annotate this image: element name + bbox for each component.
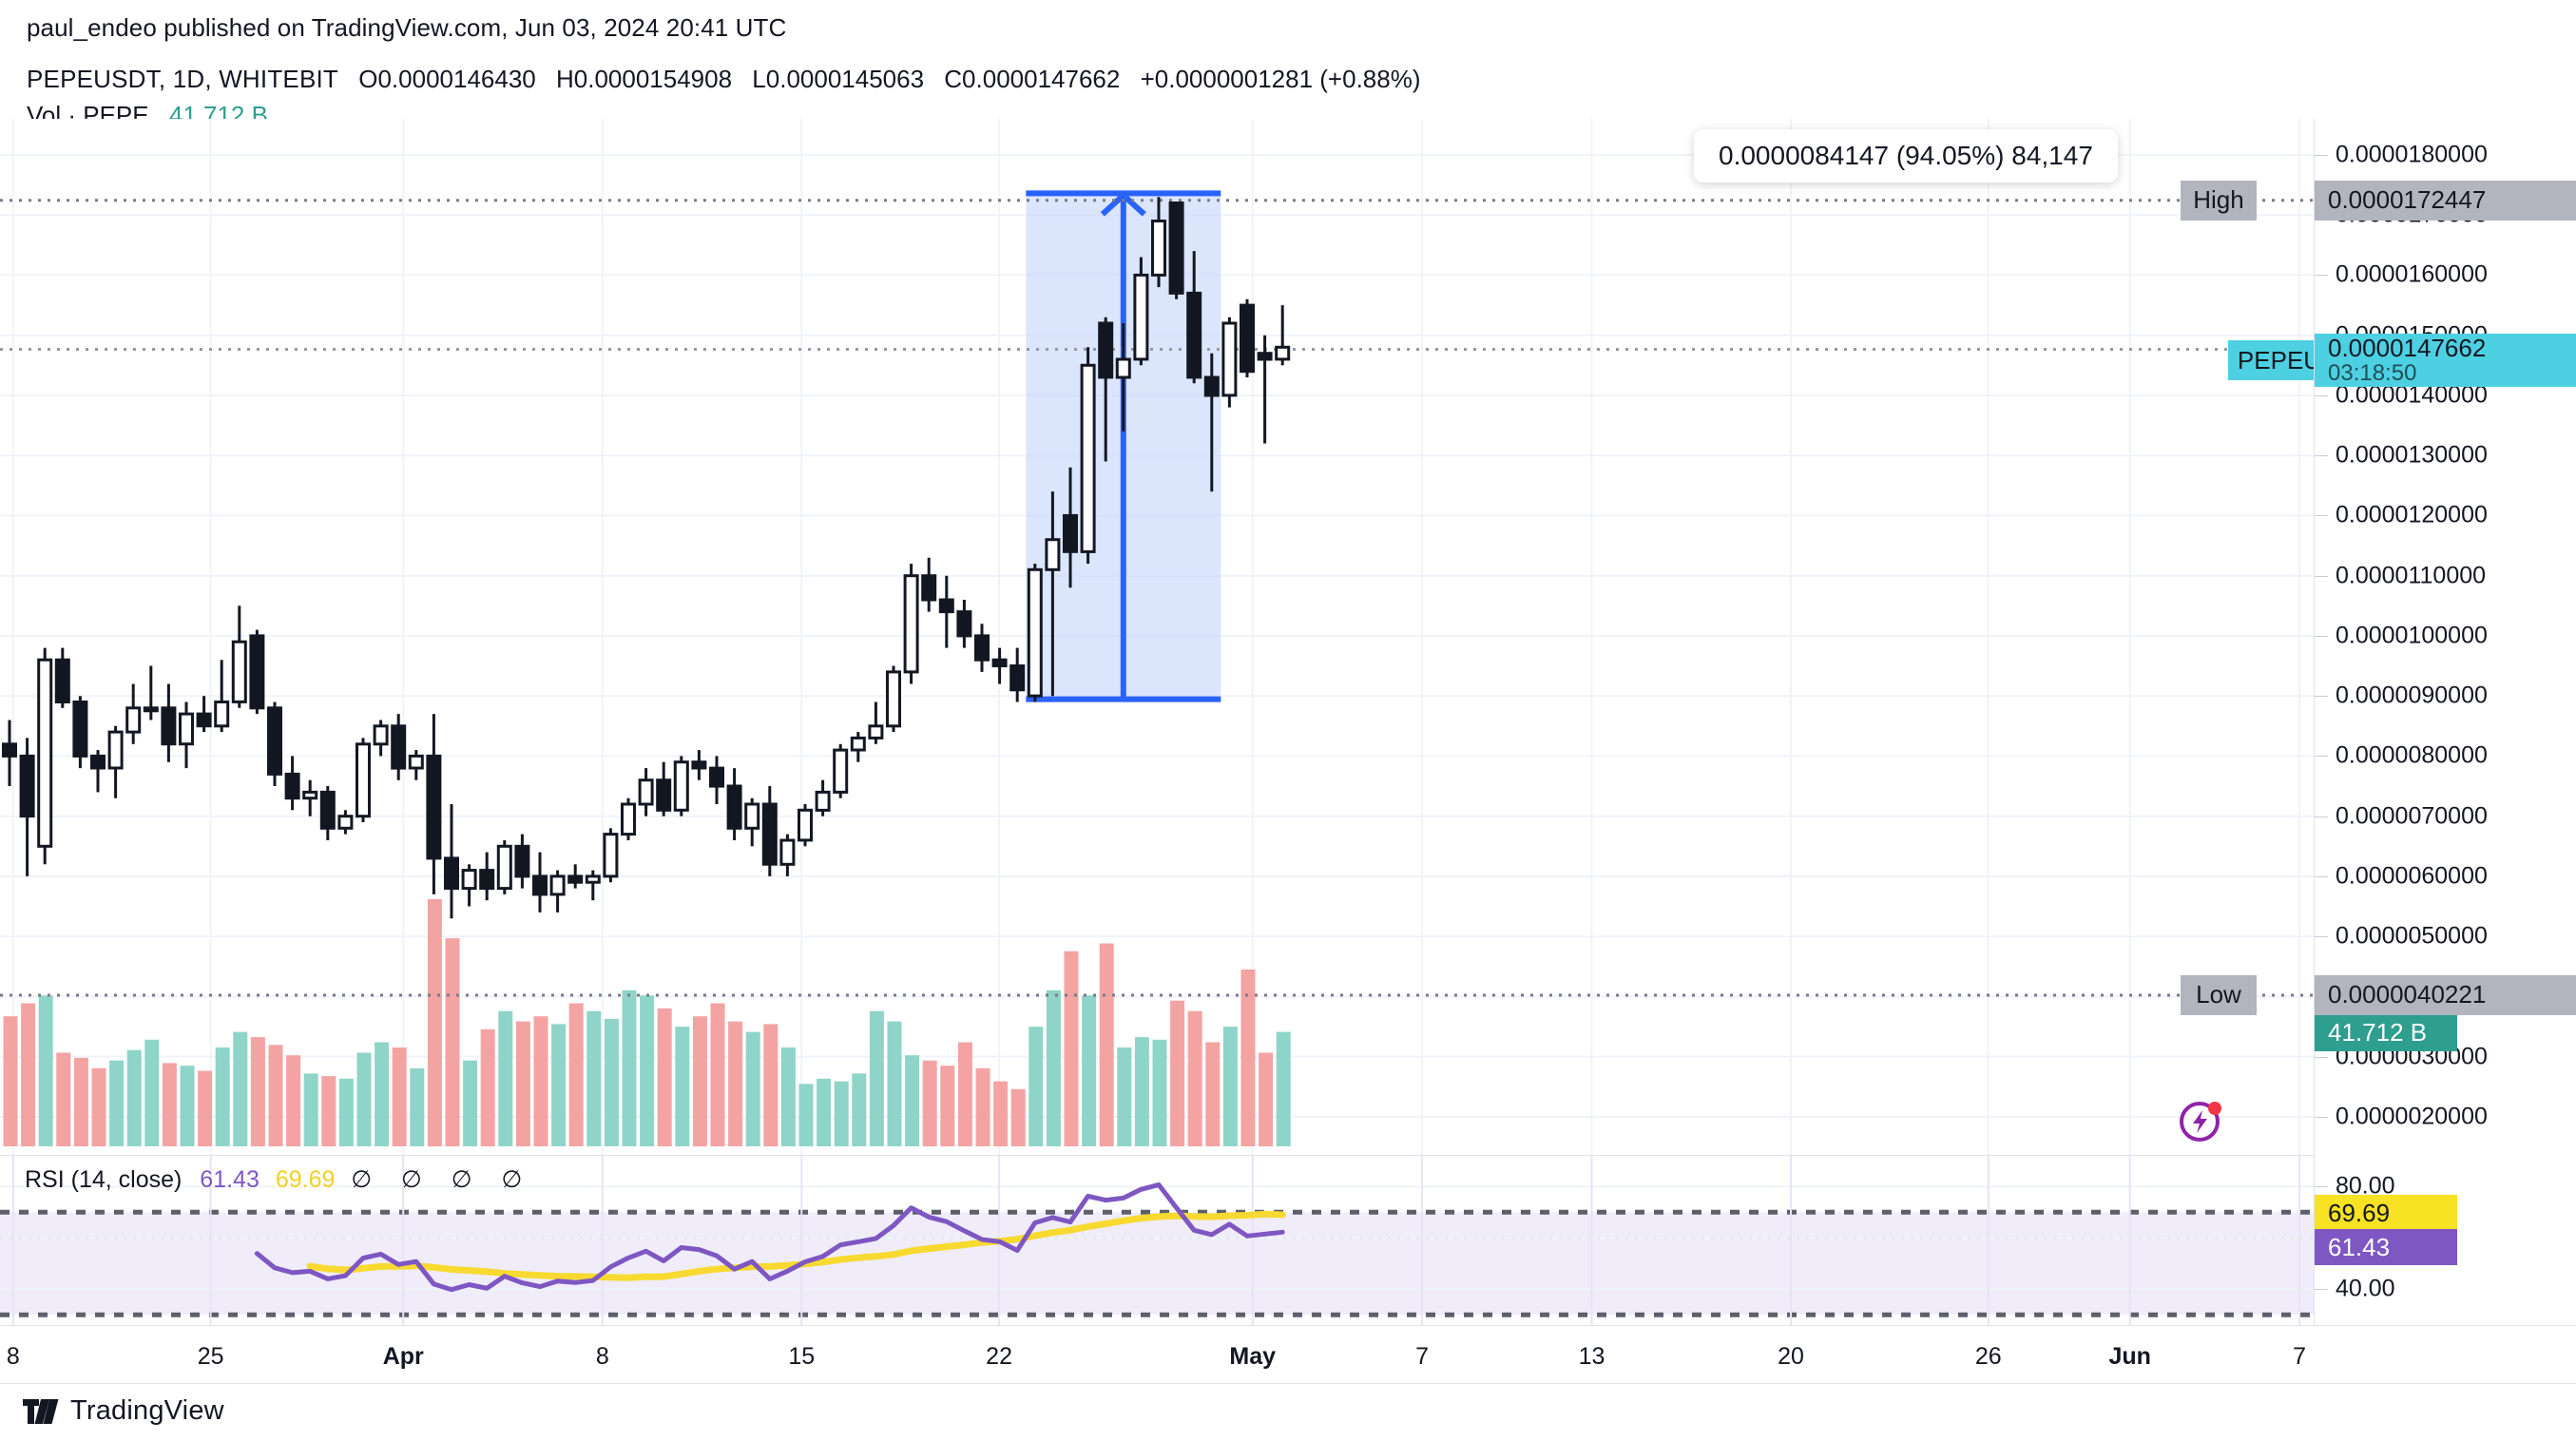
ohlc-high: H0.0000154908 bbox=[556, 65, 733, 93]
symbol-label[interactable]: PEPEUSDT, 1D, WHITEBIT bbox=[27, 65, 339, 93]
rsi-indicator-pane[interactable] bbox=[0, 1156, 2314, 1325]
price-tick-mark bbox=[2315, 1056, 2328, 1058]
last-price-countdown: 03:18:50 bbox=[2328, 360, 2417, 387]
low-price-tag: 0.0000040221 bbox=[2315, 974, 2576, 1015]
rsi-value-tag: 61.43 bbox=[2315, 1229, 2457, 1266]
price-tick-label: 0.0000110000 bbox=[2336, 562, 2487, 589]
price-tick-label: 0.0000060000 bbox=[2336, 862, 2488, 890]
ohlc-low: L0.0000145063 bbox=[752, 65, 925, 93]
time-tick-label: Jun bbox=[2108, 1343, 2151, 1370]
price-axis[interactable]: USDT 0.00001800000.00001700000.000016000… bbox=[2314, 119, 2576, 1156]
price-chart-svg bbox=[0, 119, 2314, 1156]
footer-brand-text: TradingView bbox=[70, 1395, 224, 1426]
pane-separator[interactable] bbox=[0, 1155, 2314, 1156]
price-tick-label: 0.0000080000 bbox=[2336, 741, 2488, 769]
price-tick-label: 0.0000020000 bbox=[2336, 1103, 2488, 1130]
measurement-tooltip: 0.0000084147 (94.05%) 84,147 bbox=[1694, 129, 2118, 183]
price-tick-mark bbox=[2315, 635, 2328, 637]
time-tick-label: 7 bbox=[1415, 1343, 1430, 1370]
rsi-tick-label: 40.00 bbox=[2336, 1275, 2395, 1302]
price-tick-label: 0.0000100000 bbox=[2336, 622, 2488, 649]
rsi-legend: RSI (14, close) 61.43 69.69 ∅ ∅ ∅ ∅ bbox=[25, 1165, 533, 1194]
chart-legend-ohlc: PEPEUSDT, 1D, WHITEBIT O0.0000146430 H0.… bbox=[27, 65, 1421, 94]
price-tick-mark bbox=[2315, 875, 2328, 877]
low-marker-tag: Low bbox=[2181, 974, 2257, 1015]
rsi-tick-mark bbox=[2315, 1186, 2328, 1188]
price-tick-label: 0.0000090000 bbox=[2336, 682, 2488, 709]
rsi-axis[interactable]: 80.00 40.00 69.69 61.43 bbox=[2314, 1156, 2576, 1325]
high-marker-tag: High bbox=[2181, 180, 2257, 221]
time-axis[interactable]: 8 25 Apr 8 15 22 May 7 13 20 26 Jun 7 bbox=[0, 1325, 2576, 1384]
rsi-ma-tag: 69.69 bbox=[2315, 1195, 2457, 1232]
price-tick-label: 0.0000070000 bbox=[2336, 802, 2488, 830]
rsi-empty-values: ∅ ∅ ∅ ∅ bbox=[351, 1166, 534, 1193]
ohlc-change: +0.0000001281 (+0.88%) bbox=[1140, 65, 1421, 93]
price-tick-label: 0.0000050000 bbox=[2336, 922, 2488, 950]
price-tick-label: 0.0000130000 bbox=[2336, 441, 2488, 469]
time-tick-label: 20 bbox=[1778, 1343, 1804, 1370]
price-tick-mark bbox=[2315, 575, 2328, 577]
price-tick-label: 0.0000160000 bbox=[2336, 260, 2488, 288]
price-tick-mark bbox=[2315, 154, 2328, 156]
time-tick-label: 8 bbox=[595, 1343, 609, 1370]
high-price-tag: 0.0000172447 bbox=[2315, 180, 2576, 221]
rsi-tick-mark bbox=[2315, 1289, 2328, 1291]
price-tick-mark bbox=[2315, 756, 2328, 758]
time-tick-label: 13 bbox=[1578, 1343, 1605, 1370]
last-price-tag[interactable]: 0.0000147662 03:18:50 bbox=[2315, 334, 2576, 388]
price-tick-mark bbox=[2315, 394, 2328, 396]
volume-value-tag: 41.712 B bbox=[2315, 1014, 2457, 1051]
time-tick-label: 7 bbox=[2293, 1343, 2307, 1370]
price-tick-mark bbox=[2315, 455, 2328, 457]
rsi-title[interactable]: RSI (14, close) bbox=[25, 1166, 183, 1193]
tradingview-logo-icon bbox=[23, 1398, 59, 1424]
lightning-bolt-icon[interactable] bbox=[2175, 1093, 2228, 1146]
time-tick-label: Apr bbox=[382, 1343, 424, 1370]
price-tick-label: 0.0000120000 bbox=[2336, 501, 2488, 528]
price-tick-label: 0.0000180000 bbox=[2336, 141, 2488, 168]
rsi-value: 61.43 bbox=[200, 1166, 260, 1193]
time-tick-label: 25 bbox=[197, 1343, 224, 1370]
price-tick-mark bbox=[2315, 515, 2328, 517]
publish-credit-line: paul_endeo published on TradingView.com,… bbox=[27, 13, 787, 42]
time-tick-label: May bbox=[1229, 1343, 1277, 1370]
rsi-ma-value: 69.69 bbox=[275, 1166, 336, 1193]
price-chart-pane[interactable] bbox=[0, 119, 2314, 1156]
price-tick-mark bbox=[2315, 275, 2328, 277]
time-tick-label: 15 bbox=[788, 1343, 816, 1370]
footer-brand: TradingView bbox=[23, 1395, 224, 1427]
last-price-value: 0.0000147662 bbox=[2328, 334, 2487, 363]
time-tick-label: 22 bbox=[986, 1343, 1012, 1370]
price-tick-mark bbox=[2315, 936, 2328, 938]
ohlc-close: C0.0000147662 bbox=[944, 65, 1121, 93]
time-tick-label: 26 bbox=[1974, 1343, 2002, 1370]
rsi-chart-svg bbox=[0, 1156, 2314, 1325]
price-tick-mark bbox=[2315, 696, 2328, 698]
price-tick-mark bbox=[2315, 1116, 2328, 1118]
ohlc-open: O0.0000146430 bbox=[358, 65, 536, 93]
time-tick-label: 8 bbox=[6, 1343, 20, 1370]
